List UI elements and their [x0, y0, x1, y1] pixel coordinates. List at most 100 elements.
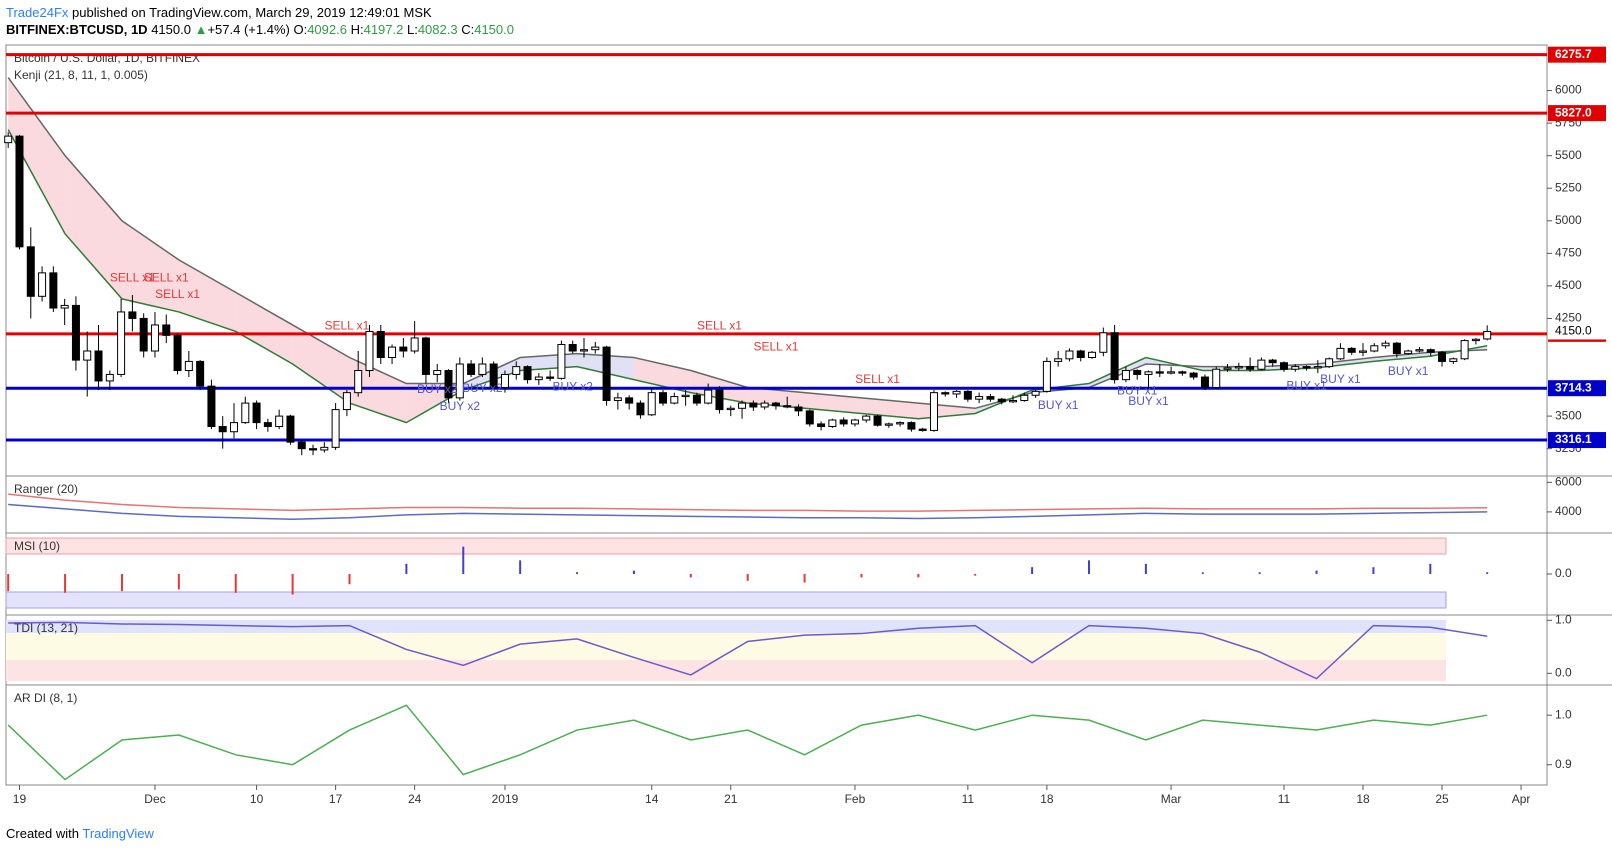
- msi-bar: [519, 560, 522, 574]
- tdi-band-top: [6, 620, 1446, 633]
- candle-body: [1009, 399, 1018, 403]
- candle-body: [94, 350, 103, 382]
- candle-body: [896, 422, 905, 425]
- x-tick-label: 24: [408, 792, 422, 806]
- candle-body: [783, 405, 792, 408]
- level-tag: [1548, 380, 1606, 397]
- signal-label: SELL x1: [753, 339, 798, 353]
- candle-body: [1415, 349, 1424, 352]
- msi-bar: [1429, 563, 1432, 574]
- pane-title: MSI (10): [14, 539, 60, 553]
- candle-body: [1167, 371, 1176, 374]
- msi-bar: [234, 574, 237, 593]
- kenji-line: [7, 129, 1488, 424]
- msi-bar: [405, 563, 408, 574]
- y-tick-label: 5250: [1555, 180, 1582, 194]
- tdi-band-mid: [6, 633, 1446, 660]
- published: published on TradingView.com, March 29, …: [68, 5, 432, 20]
- candle-body: [241, 402, 250, 424]
- y-tick-label: 3500: [1555, 408, 1582, 422]
- pane-title: AR DI (8, 1): [14, 691, 77, 705]
- msi-bar: [803, 574, 806, 583]
- candle-body: [1370, 345, 1379, 352]
- y-tick-label: 5500: [1555, 148, 1582, 162]
- candle-body: [1336, 347, 1345, 360]
- cloud: [1259, 364, 1317, 371]
- candle-body: [828, 419, 837, 428]
- candle-body: [1302, 366, 1311, 369]
- candle-body: [579, 349, 588, 352]
- candle-body: [1076, 350, 1085, 359]
- candle-body: [523, 366, 532, 381]
- candle-body: [1404, 350, 1413, 355]
- candle-body: [715, 389, 724, 411]
- candle-body: [1449, 358, 1458, 362]
- msi-bar: [860, 574, 863, 578]
- cloud: [235, 292, 293, 365]
- cloud: [8, 77, 66, 234]
- level-tag: [1548, 432, 1606, 449]
- publisher[interactable]: Trade24Fx: [6, 5, 69, 20]
- x-tick-label: Apr: [1512, 792, 1531, 806]
- candle-body: [433, 370, 442, 375]
- cloud: [633, 357, 691, 393]
- candle-body: [805, 410, 814, 425]
- candle-body: [162, 324, 171, 336]
- signal-label: SELL x1: [855, 372, 900, 386]
- x-tick-label: Mar: [1161, 792, 1182, 806]
- candle-body: [1223, 367, 1232, 370]
- candle-body: [263, 422, 272, 428]
- candle-body: [71, 304, 80, 361]
- msi-bar: [689, 574, 692, 578]
- candle-body: [726, 407, 735, 411]
- x-tick-label: 17: [329, 792, 343, 806]
- candle-body: [681, 394, 690, 398]
- signal-label: BUY x1: [1038, 398, 1079, 412]
- y-tick-label: 1.0: [1555, 612, 1572, 626]
- publish-line: Trade24Fx published on TradingView.com, …: [6, 4, 514, 21]
- candle-body: [309, 448, 318, 451]
- candle-body: [252, 402, 261, 424]
- msi-bar: [1031, 567, 1034, 574]
- ohlc-h-label: H:: [350, 22, 364, 37]
- x-tick-label: 11: [962, 792, 975, 806]
- candle-body: [128, 311, 137, 319]
- last-price-label: 4150.0: [1555, 324, 1592, 338]
- y-tick-label: 0.0: [1555, 666, 1572, 680]
- ohlc-h: 4197.2: [363, 22, 404, 37]
- signal-label: BUY x1: [1388, 364, 1429, 378]
- candle-body: [1325, 358, 1334, 368]
- chart: Bitcoin / U.S. Dollar, 1D, BITFINEXKenji…: [4, 44, 1612, 806]
- msi-bar: [1258, 572, 1261, 574]
- x-tick-label: 18: [1356, 792, 1370, 806]
- msi-bar: [177, 574, 180, 590]
- indicator-line: [8, 503, 1488, 521]
- candle-body: [659, 392, 668, 404]
- candle-body: [455, 363, 464, 399]
- candle-body: [230, 422, 238, 433]
- signal-label: BUY x2: [462, 381, 503, 395]
- signal-label: BUY x2: [440, 399, 481, 413]
- candle-body: [613, 397, 622, 401]
- signal-label: BUY x2: [552, 380, 593, 394]
- y-tick-label: 6000: [1555, 475, 1582, 489]
- candle-body: [1257, 359, 1266, 370]
- brand[interactable]: TradingView: [82, 826, 154, 841]
- last: 4150.0: [151, 22, 191, 37]
- x-tick-label: 21: [724, 792, 738, 806]
- candle-body: [139, 317, 148, 352]
- candle-body: [49, 272, 58, 309]
- x-tick-label: 11: [1278, 792, 1291, 806]
- signal-label: BUY x2: [417, 382, 458, 396]
- y-tick-label: 6000: [1555, 83, 1582, 97]
- candle-body: [975, 396, 984, 400]
- msi-bar: [632, 570, 635, 574]
- candle-body: [354, 370, 363, 394]
- cloud: [65, 155, 122, 299]
- signal-label: SELL x1: [110, 270, 155, 284]
- candle-body: [489, 363, 498, 388]
- candle-body: [421, 337, 430, 375]
- cloud: [349, 357, 407, 423]
- msi-bar: [746, 574, 749, 581]
